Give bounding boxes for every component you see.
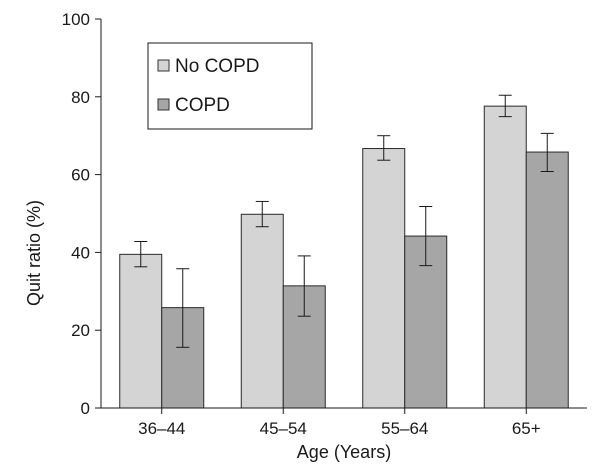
x-axis-title: Age (Years)	[297, 442, 391, 462]
bar-no-copd-2	[362, 148, 406, 409]
y-tick-label-4: 80	[71, 88, 90, 107]
x-tick-label-3: 65+	[512, 419, 541, 438]
legend-label-copd: COPD	[175, 95, 230, 116]
error-bar-copd-0	[176, 268, 190, 348]
y-tick-label-0: 0	[81, 399, 90, 418]
legend: No COPD COPD	[147, 42, 313, 130]
y-tick-label-5: 100	[62, 10, 90, 29]
y-tick-label-3: 60	[71, 166, 90, 185]
y-axis-title: Quit ratio (%)	[24, 200, 44, 306]
error-bar-copd-1	[297, 255, 311, 317]
error-bar-no-copd-3	[498, 94, 512, 118]
x-tick-label-2: 55–64	[381, 419, 428, 438]
error-bar-copd-2	[419, 205, 433, 267]
y-tick-label-1: 20	[71, 321, 90, 340]
plot-area	[119, 94, 569, 409]
x-tick-label-0: 36–44	[138, 419, 185, 438]
legend-swatch-no-copd	[157, 59, 170, 72]
legend-box	[147, 42, 313, 130]
bar-no-copd-3	[483, 105, 527, 409]
legend-label-no-copd: No COPD	[175, 56, 259, 77]
error-bar-no-copd-1	[255, 200, 269, 228]
error-bar-no-copd-2	[377, 135, 391, 161]
x-tick-label-1: 45–54	[260, 419, 307, 438]
axes: 36–44 45–54 55–64 65+ 0 20 40 60 80 100	[62, 10, 587, 438]
error-bar-no-copd-0	[134, 241, 148, 268]
error-bar-copd-3	[540, 132, 554, 172]
bar-no-copd-0	[119, 253, 163, 409]
bar-no-copd-1	[240, 213, 284, 409]
y-tick-label-2: 40	[71, 243, 90, 262]
legend-swatch-copd	[157, 98, 170, 111]
bar-copd-3	[525, 151, 569, 409]
